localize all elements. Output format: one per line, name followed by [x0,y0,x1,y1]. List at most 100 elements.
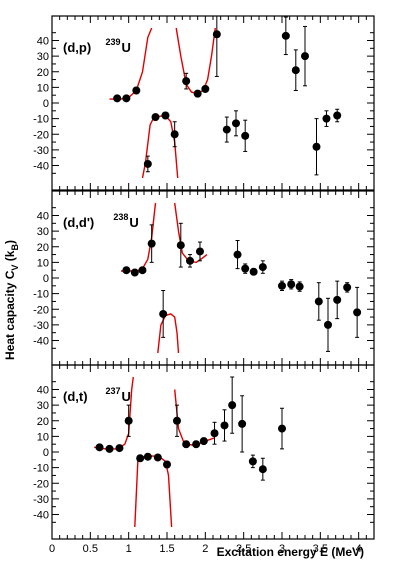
data-point [312,142,321,151]
y-tick-label: 40 [37,385,49,397]
y-tick-label: -40 [33,161,49,173]
data-point [124,416,133,425]
isotope-mass-number: 238 [113,212,128,222]
y-tick-label: 10 [37,257,49,269]
data-point [172,416,181,425]
data-point [182,440,191,449]
data-point [122,94,131,103]
y-tick-label: 10 [37,82,49,94]
data-point [153,453,162,462]
data-point [241,264,250,273]
x-tick-labels: 0 0.5 1 1.5 2 2.5 3 3.5 4 [49,543,362,555]
data-point [222,125,231,134]
data-point [322,114,331,123]
data-point [301,52,309,61]
y-tick-label: -30 [33,320,49,332]
y-tick-label: -10 [33,289,49,301]
y-tick-label: 30 [37,51,49,63]
data-point [130,268,139,277]
y-tick-label: -10 [33,114,49,126]
y-tick-label: -20 [33,129,49,141]
data-point [201,84,210,93]
y-tick-label: 20 [37,416,49,428]
data-point [210,429,219,438]
y-tick-label: -30 [33,494,49,506]
isotope-symbol: U [122,389,131,404]
x-tick-label: 1.5 [159,543,174,555]
data-point [192,440,201,449]
data-point [228,401,237,410]
y-axis-title-text: Heat capacity CV (kB) [3,240,20,360]
panel-frame [51,364,375,540]
isotope-symbol: U [129,215,138,230]
x-tick-label: 0.5 [83,543,98,555]
data-point [105,444,114,453]
x-tick-label: 2.5 [236,543,251,555]
data-point [147,239,156,248]
data-point [170,130,179,139]
x-tick-label: 3.5 [313,543,328,555]
data-point [287,280,296,289]
data-point [258,465,267,474]
y-tick-label: -30 [33,145,49,157]
data-point [241,131,250,140]
data-point [199,437,208,446]
data-point [281,31,290,40]
panel-frame [51,190,375,366]
y-tick-label: 0 [43,273,49,285]
plot-area [94,376,286,528]
y-tick-label: -20 [33,304,49,316]
data-point [333,111,342,120]
panel-reaction-label: (d,t) [63,389,88,404]
data-point [143,159,152,168]
y-tick-label: 20 [37,67,49,79]
panel-reaction-label: (d,d') [63,215,94,230]
data-point [163,460,171,469]
plot-area [109,16,342,179]
fit-curve [157,313,180,354]
data-point [113,94,122,103]
data-point [278,424,286,433]
panel-reaction-label: (d,p) [63,40,91,55]
data-point [238,419,247,428]
data-point [159,309,168,318]
data-point [249,267,258,276]
data-point [122,266,131,275]
y-tick-label: 10 [37,431,49,443]
y-tick-label: -40 [33,336,49,348]
x-tick-label: 4 [356,543,362,555]
data-point [95,443,104,452]
isotope-mass-number: 239 [106,37,121,47]
fit-curve [174,389,215,446]
data-point [291,66,300,75]
x-tick-label: 0 [49,543,55,555]
isotope-mass-number: 237 [106,386,121,396]
y-tick-label: 30 [37,226,49,238]
data-point [176,241,185,250]
data-point [232,119,240,128]
data-point [324,320,332,329]
panel-2: -40 -30 -20 -10 0 10 20 30 40 (d,d') 238 U [33,190,375,366]
data-point [295,282,304,291]
data-point [212,30,221,39]
data-point [161,111,170,120]
y-tick-label: 0 [43,447,49,459]
data-point [132,86,141,95]
panel-1: -40 -30 -20 -10 0 10 20 30 40 (d,p) 239 U [33,15,375,191]
data-point [248,457,257,466]
data-point [220,421,229,430]
isotope-symbol: U [122,40,131,55]
data-point [233,250,242,259]
y-tick-label: -20 [33,478,49,490]
y-tick-label: 0 [43,98,49,110]
data-point [314,297,323,306]
data-point [278,281,286,290]
x-tick-label: 2 [202,543,208,555]
fit-curve [175,27,216,95]
data-point [136,454,145,463]
data-point [115,444,124,453]
y-tick-label: 20 [37,242,49,254]
data-point [333,295,342,304]
